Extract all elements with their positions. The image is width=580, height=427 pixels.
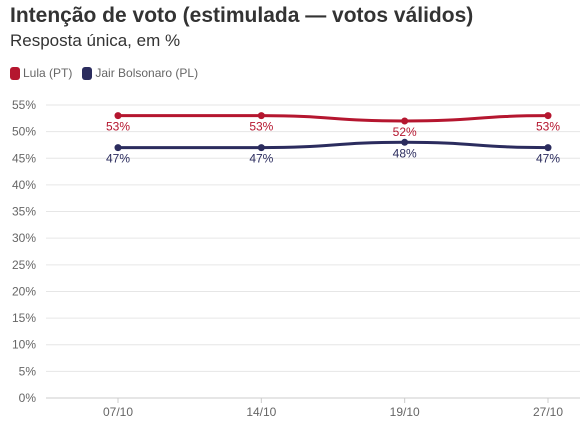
data-label: 53% [106, 120, 130, 134]
x-tick-label: 19/10 [390, 405, 420, 419]
y-tick-label: 35% [12, 205, 36, 219]
axes: 0% 5% 10% 15% 20% 25% 30% 35% 40% 45% 50% 55% 07/10 1… [12, 98, 580, 419]
data-label: 47% [249, 152, 273, 166]
series-line-0 [117, 114, 549, 123]
legend-label-bolsonaro: Jair Bolsonaro (PL) [95, 66, 199, 80]
data-label: 47% [536, 152, 560, 166]
y-tick-label: 45% [12, 151, 36, 165]
data-label: 53% [249, 120, 273, 134]
legend-item-lula[interactable]: Lula (PT) [10, 66, 72, 80]
y-tick-label: 25% [12, 258, 36, 272]
chart-subtitle: Resposta única, em % [10, 31, 181, 50]
data-label: 47% [106, 152, 130, 166]
data-point [544, 112, 552, 120]
series: 53% 53% 52% 53% 47% 47% 48% 47% [106, 112, 560, 166]
x-tick-label: 07/10 [103, 405, 133, 419]
legend-swatch-bolsonaro [82, 66, 93, 80]
legend-label-lula: Lula (PT) [23, 66, 73, 80]
data-label: 52% [393, 125, 417, 139]
data-point [114, 144, 122, 152]
y-tick-label: 0% [19, 391, 37, 405]
y-tick-label: 30% [12, 231, 36, 245]
legend-item-bolsonaro[interactable]: Jair Bolsonaro (PL) [82, 66, 198, 80]
y-tick-label: 50% [12, 125, 36, 139]
x-tick-label: 27/10 [533, 405, 563, 419]
data-label: 48% [393, 146, 417, 160]
data-point [401, 138, 409, 146]
data-label: 53% [536, 120, 560, 134]
series-line-1 [118, 140, 549, 150]
x-tick-label: 14/10 [246, 405, 276, 419]
data-point [114, 112, 122, 120]
data-point [257, 112, 265, 120]
data-point [401, 117, 409, 125]
legend: Lula (PT) Jair Bolsonaro (PL) [10, 66, 198, 80]
chart-title: Intenção de voto (estimulada — votos vál… [10, 4, 474, 27]
gridlines [46, 104, 580, 372]
y-tick-label: 20% [12, 284, 36, 298]
y-tick-label: 40% [12, 178, 36, 192]
data-point [544, 144, 552, 152]
y-tick-label: 55% [12, 98, 36, 112]
legend-swatch-lula [10, 66, 20, 80]
y-tick-label: 15% [12, 311, 36, 325]
data-point [257, 144, 265, 152]
y-tick-label: 5% [19, 364, 37, 378]
y-tick-label: 10% [12, 338, 36, 352]
